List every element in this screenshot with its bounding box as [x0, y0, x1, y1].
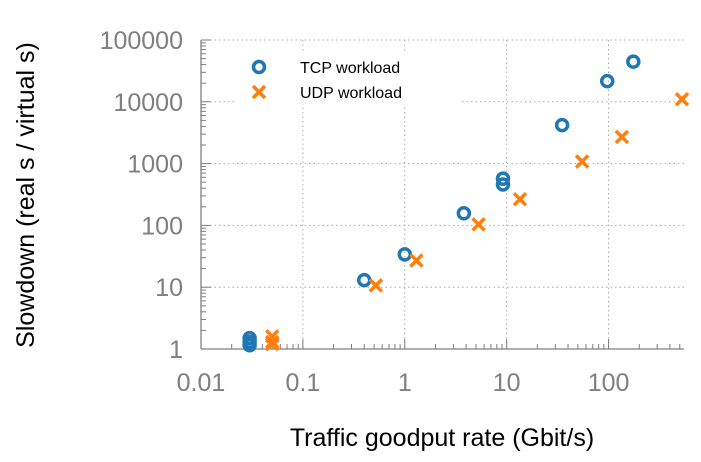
data-points	[242, 54, 690, 353]
legend: TCP workload UDP workload	[236, 52, 461, 104]
legend-tcp-label: TCP workload	[300, 60, 400, 77]
tcp-point	[456, 206, 472, 221]
x-marker-stroke	[368, 278, 384, 293]
udp-point	[512, 192, 528, 207]
udp-point	[409, 253, 424, 268]
x-marker-stroke	[264, 336, 280, 352]
legend-background	[236, 52, 461, 104]
x-marker-stroke	[251, 84, 267, 100]
x-marker-stroke	[614, 129, 630, 145]
x-tick-label: 0.01	[177, 369, 226, 397]
tcp-point	[242, 337, 257, 353]
y-tick-label: 1000	[127, 151, 183, 179]
x-marker-stroke	[409, 253, 424, 268]
legend-udp-label: UDP workload	[300, 85, 402, 102]
tcp-point	[397, 247, 413, 262]
x-marker-stroke	[512, 192, 528, 207]
udp-point	[614, 129, 630, 145]
tcp-point	[554, 117, 570, 133]
legend-udp-marker	[251, 84, 267, 100]
udp-point	[574, 154, 590, 169]
x-tick-label: 0.1	[286, 369, 321, 397]
tcp-point	[495, 171, 511, 186]
tcp-point	[495, 177, 511, 192]
udp-point	[264, 336, 280, 352]
tcp-point	[599, 73, 615, 89]
udp-point	[674, 92, 690, 107]
x-marker-stroke	[471, 217, 486, 232]
y-tick-label: 100000	[100, 27, 183, 55]
tcp-point	[356, 272, 372, 288]
x-tick-label: 100	[588, 369, 630, 397]
legend-tcp-marker	[251, 59, 267, 75]
y-axis-label: Slowdown (real s / virtual s)	[12, 42, 40, 348]
axes	[200, 39, 684, 350]
udp-point	[471, 217, 486, 232]
y-tick-label: 10000	[113, 89, 183, 117]
tick-labels: 0.01 0.1 1 10 100 1 10 100 1000 10000 100000	[100, 27, 630, 397]
x-tick-label: 1	[398, 369, 412, 397]
y-tick-label: 10	[155, 274, 183, 302]
x-marker-stroke	[574, 154, 590, 169]
x-axis-label: Traffic goodput rate (Gbit/s)	[290, 424, 594, 452]
y-tick-label: 1	[169, 336, 183, 364]
udp-point	[368, 278, 384, 293]
gridlines	[201, 39, 684, 349]
x-marker-stroke	[674, 92, 690, 107]
x-tick-label: 10	[493, 369, 521, 397]
y-tick-label: 100	[141, 212, 183, 240]
tcp-point	[626, 54, 641, 69]
